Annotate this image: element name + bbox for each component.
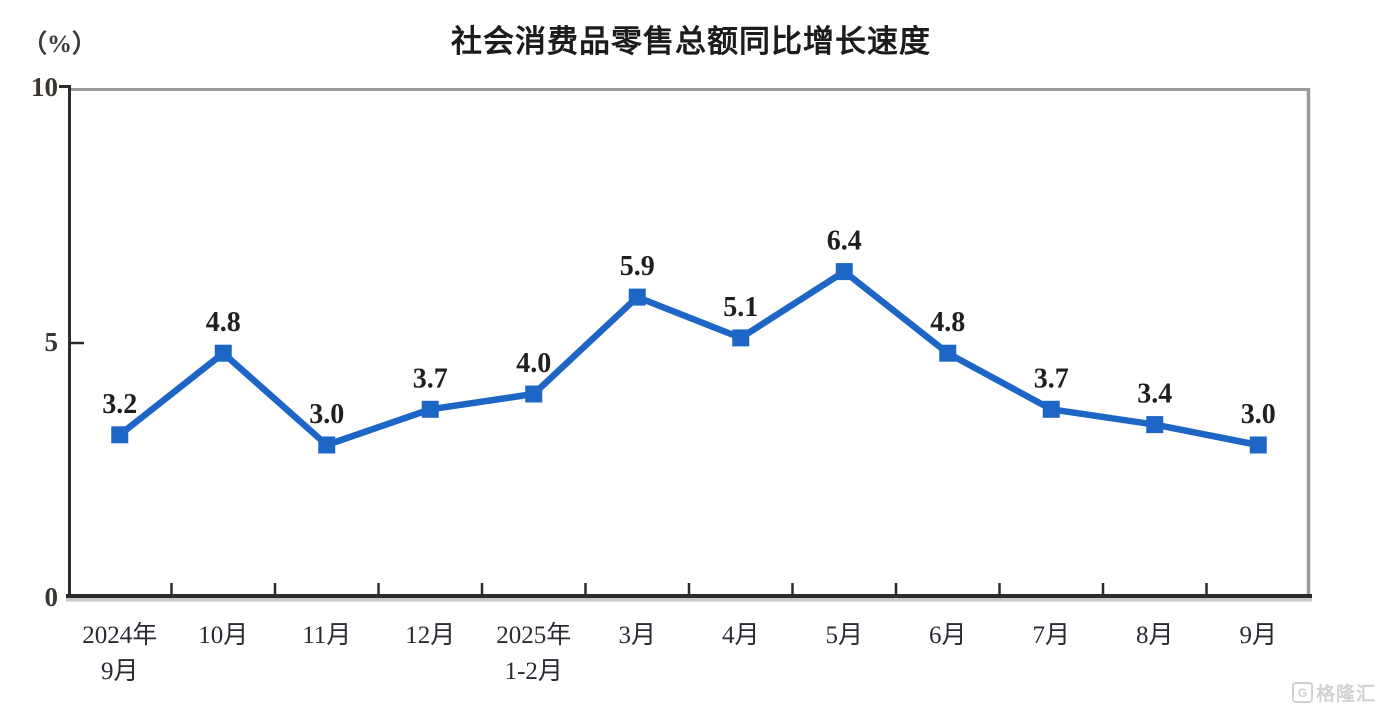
x-axis-label-line: 11月 <box>302 622 352 649</box>
data-point-marker <box>1146 416 1164 434</box>
watermark-brand-text: 格隆汇 <box>1315 684 1376 705</box>
x-axis-category-label: 6月 <box>873 618 1023 654</box>
data-point-label: 3.7 <box>413 363 448 394</box>
x-axis-label-line: 9月 <box>100 658 139 685</box>
x-axis-category-label: 9月 <box>1183 618 1333 654</box>
x-axis-label-line: 2024年 <box>82 622 158 649</box>
x-axis-label-line: 9月 <box>1239 622 1277 649</box>
data-point-label: 3.0 <box>1241 399 1276 430</box>
x-axis-category-label: 3月 <box>562 618 712 654</box>
data-point-marker <box>421 400 439 418</box>
data-point-marker <box>939 344 957 362</box>
data-point-label: 3.2 <box>102 389 137 420</box>
data-point-label: 3.4 <box>1137 379 1172 410</box>
gelonghui-logo-icon: G <box>1291 682 1313 703</box>
x-axis-label-line: 12月 <box>405 622 456 649</box>
x-axis-category-label: 12月 <box>355 618 505 654</box>
data-line <box>116 268 1262 449</box>
x-axis-category-label: 10月 <box>148 618 298 654</box>
data-point-marker <box>318 436 336 454</box>
x-axis-label-line: 4月 <box>721 622 760 649</box>
chart-title: 社会消费品零售总额同比增长速度 <box>451 24 931 59</box>
x-axis-label-line: 2025年 <box>496 622 572 649</box>
data-point-marker <box>732 329 750 347</box>
data-point-label: 5.9 <box>620 251 655 282</box>
data-point-label: 6.4 <box>827 226 862 257</box>
x-axis-category-label: 4月 <box>666 618 816 654</box>
data-point-marker <box>628 288 646 306</box>
data-point-marker <box>1249 436 1267 454</box>
data-point-label: 5.1 <box>723 292 758 323</box>
x-axis-label-line: 3月 <box>618 622 656 649</box>
y-axis-unit-label: （%） <box>22 31 98 58</box>
data-point-label: 3.7 <box>1034 363 1069 394</box>
x-axis-label-line: 10月 <box>198 622 249 649</box>
data-point-marker <box>111 426 129 444</box>
x-axis-label-line: 5月 <box>825 622 863 649</box>
x-axis-category-label: 5月 <box>769 618 919 654</box>
x-axis-category-label: 8月 <box>1080 618 1230 654</box>
data-point-marker <box>835 263 853 281</box>
x-axis-category-label: 2024年 9月 <box>45 618 195 690</box>
data-point-label: 4.8 <box>930 307 965 338</box>
data-point-marker <box>525 385 543 403</box>
y-axis-tick-label: 10 <box>31 72 58 102</box>
watermark: G 格隆汇 <box>1291 679 1376 706</box>
data-point-label: 4.8 <box>206 307 241 338</box>
x-axis-label-line: 8月 <box>1135 622 1174 649</box>
data-point-label: 4.0 <box>516 348 551 379</box>
x-axis-category-label: 11月 <box>252 618 402 654</box>
data-point-label: 3.0 <box>309 399 344 430</box>
x-axis-label-line: 1-2月 <box>504 658 563 685</box>
y-axis-tick-label: 0 <box>44 582 59 612</box>
x-axis-label-line: 7月 <box>1032 622 1070 649</box>
x-axis-category-label: 7月 <box>976 618 1126 654</box>
data-point-marker <box>1042 400 1060 418</box>
x-axis-category-label: 2025年 1-2月 <box>459 618 609 690</box>
data-point-marker <box>214 344 232 362</box>
x-axis-label-line: 6月 <box>928 622 967 649</box>
y-axis-tick-label: 5 <box>44 327 59 357</box>
